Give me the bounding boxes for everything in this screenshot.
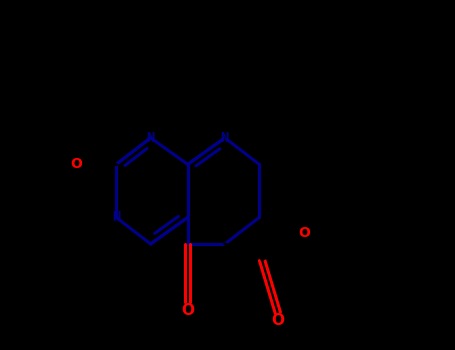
Text: N: N [112, 210, 120, 224]
Text: O: O [181, 303, 194, 318]
Text: N: N [221, 131, 229, 145]
Text: O: O [298, 226, 310, 240]
Text: N: N [147, 131, 155, 145]
Text: O: O [71, 158, 82, 172]
Text: O: O [271, 313, 284, 328]
